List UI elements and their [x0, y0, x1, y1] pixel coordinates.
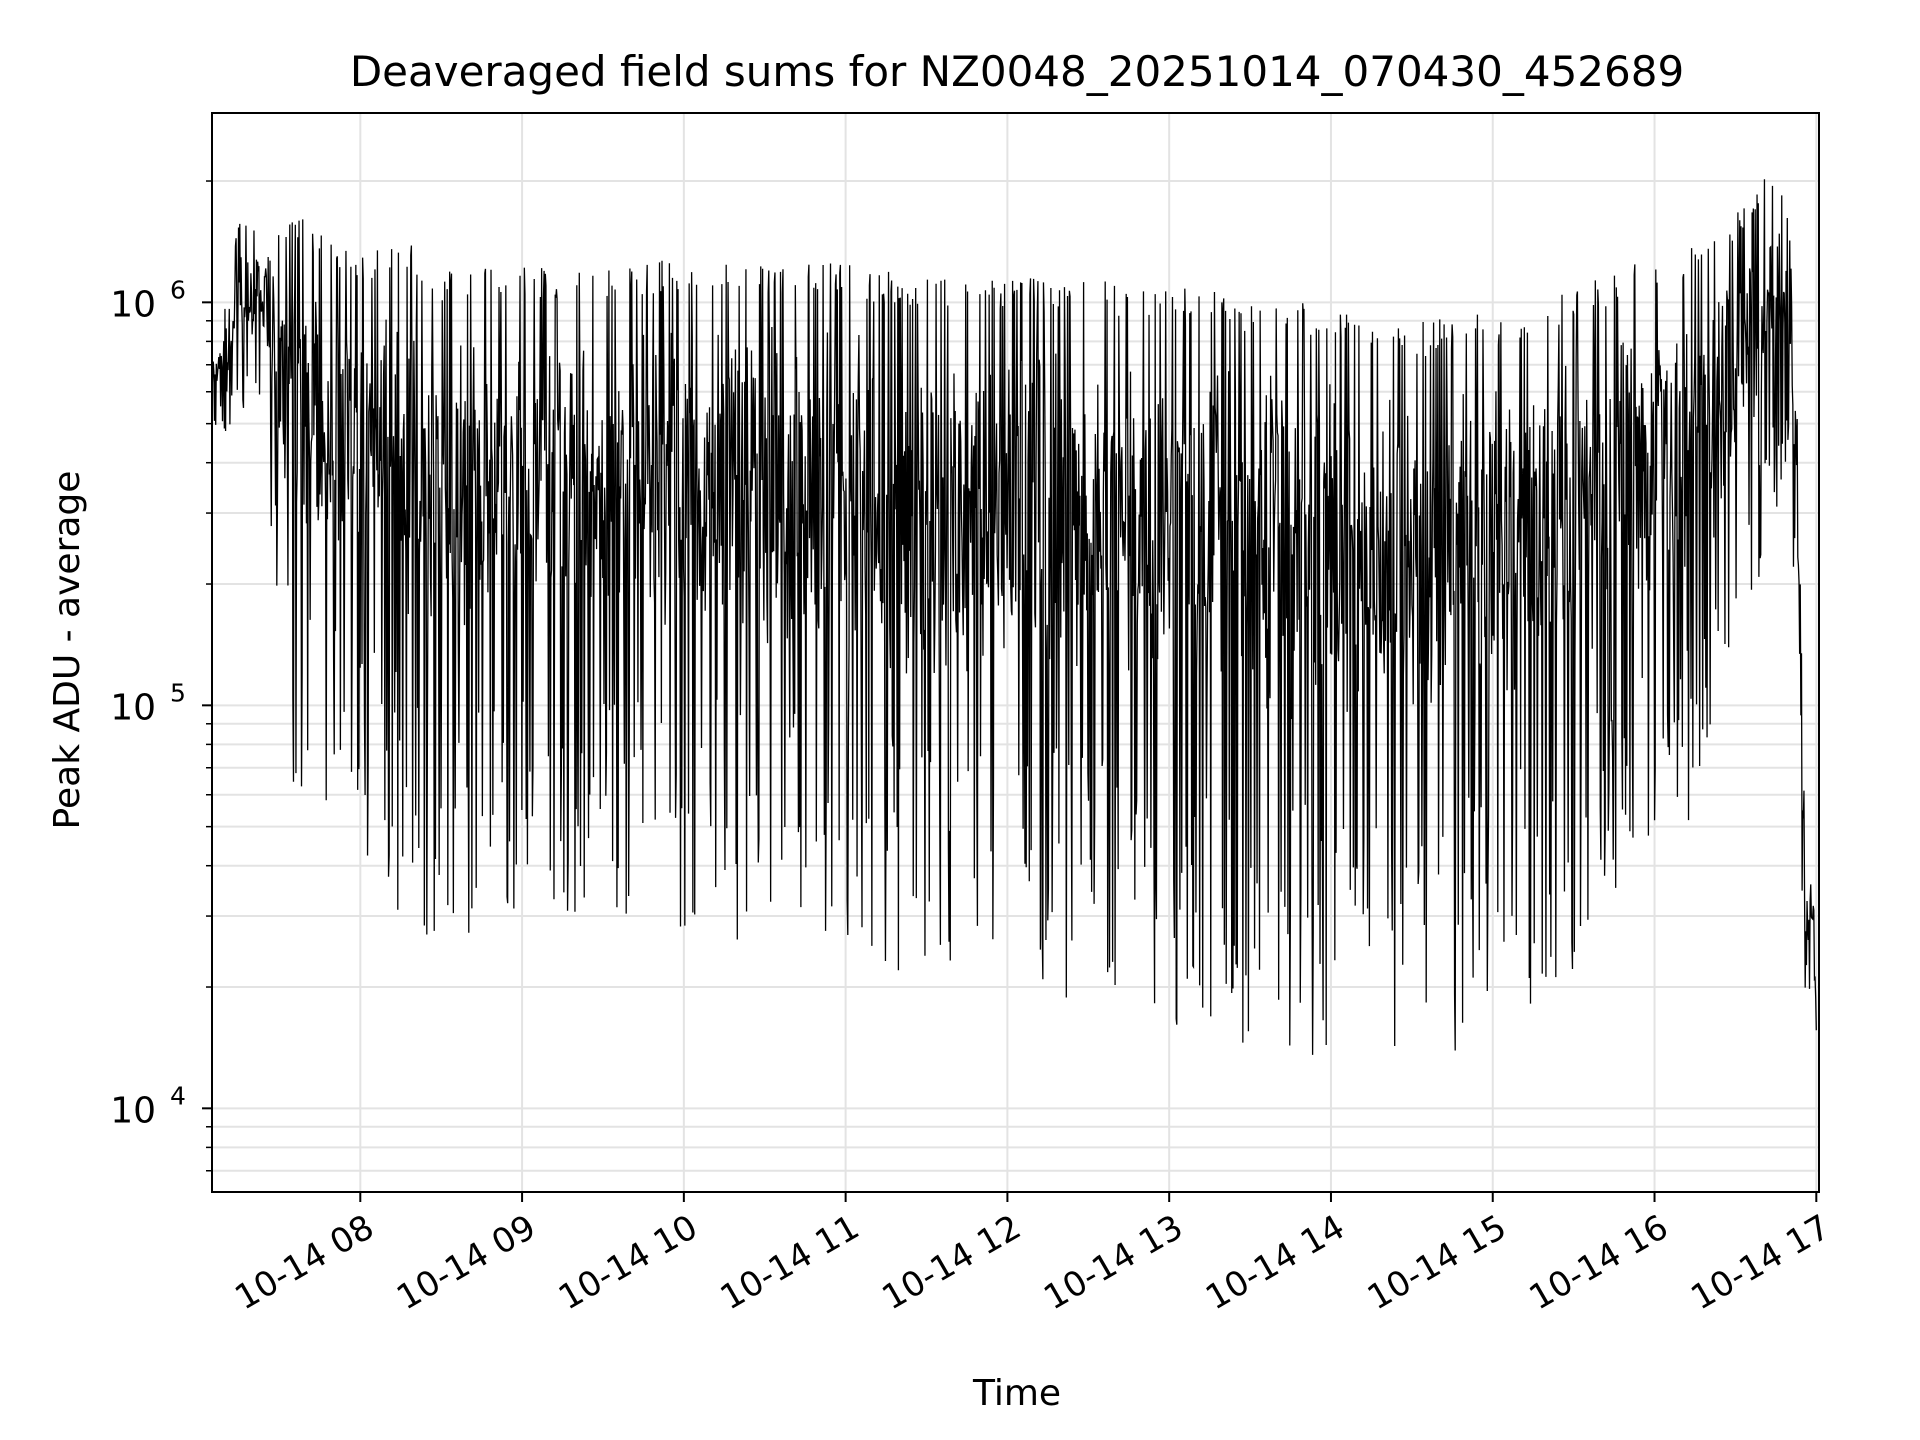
chart-title: Deaveraged field sums for NZ0048_2025101…: [350, 47, 1684, 96]
y-tick-exponent: 6: [170, 275, 186, 304]
y-tick-label: 10: [110, 687, 156, 728]
x-axis-label: Time: [972, 1373, 1061, 1414]
peak-adu-series-line: [212, 179, 1817, 1055]
data-series: [212, 179, 1817, 1055]
y-tick-exponent: 4: [170, 1081, 186, 1110]
y-axis-ticks: 10 4 10 5 10 6: [110, 180, 212, 1172]
plot-area-frame: [211, 112, 1820, 1193]
y-tick-label: 10: [110, 1090, 156, 1131]
y-tick-label: 10: [110, 284, 156, 325]
y-tick-exponent: 5: [170, 678, 186, 707]
y-axis-label: Peak ADU - average: [47, 471, 88, 830]
